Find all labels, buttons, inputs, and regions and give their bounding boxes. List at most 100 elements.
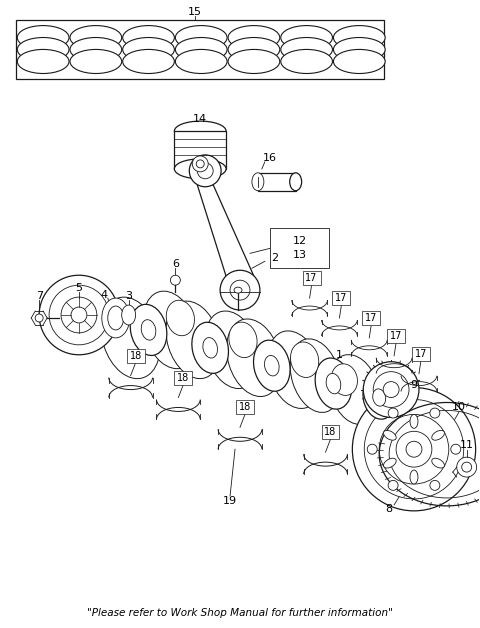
Circle shape [388,480,398,490]
Ellipse shape [70,38,122,62]
Text: 17: 17 [415,349,427,359]
Circle shape [230,280,250,300]
Text: 15: 15 [188,7,202,17]
Ellipse shape [334,26,385,50]
Ellipse shape [141,320,156,340]
Ellipse shape [17,26,69,50]
Ellipse shape [70,50,122,73]
Circle shape [373,372,409,408]
Ellipse shape [234,287,242,293]
Circle shape [396,431,432,467]
Ellipse shape [281,38,333,62]
Ellipse shape [253,340,290,391]
Ellipse shape [123,26,174,50]
Ellipse shape [108,306,124,330]
Circle shape [197,163,213,179]
Ellipse shape [372,389,385,406]
Circle shape [192,156,208,172]
Ellipse shape [432,430,444,440]
Circle shape [367,444,377,454]
Ellipse shape [384,430,396,440]
Ellipse shape [228,50,280,73]
Ellipse shape [101,297,160,379]
Ellipse shape [17,38,69,62]
Text: 13: 13 [293,251,307,261]
Ellipse shape [267,331,322,408]
Ellipse shape [229,322,257,357]
Ellipse shape [290,173,301,191]
Ellipse shape [17,50,69,73]
Text: 17: 17 [335,293,348,303]
Text: 1: 1 [336,350,343,360]
Circle shape [220,270,260,310]
Ellipse shape [175,26,227,50]
Circle shape [170,275,180,285]
Bar [270,229,329,268]
Bar [236,401,254,414]
Text: 17: 17 [305,273,318,283]
Text: 12: 12 [293,236,307,246]
Circle shape [457,457,477,477]
Ellipse shape [166,300,194,336]
Circle shape [462,462,472,472]
Ellipse shape [228,26,280,50]
Bar [333,291,350,305]
Ellipse shape [228,38,280,62]
Ellipse shape [290,339,341,413]
Text: 2: 2 [271,253,278,263]
Ellipse shape [122,305,136,325]
Bar [174,371,192,384]
Ellipse shape [315,358,352,409]
Text: 5: 5 [75,283,83,293]
Circle shape [363,362,419,418]
Circle shape [388,408,398,418]
Polygon shape [197,185,254,276]
Text: 17: 17 [390,331,402,341]
Text: 7: 7 [36,291,43,301]
Ellipse shape [205,311,259,389]
Ellipse shape [174,121,226,141]
Circle shape [61,297,97,333]
Ellipse shape [334,38,385,62]
Ellipse shape [281,50,333,73]
Circle shape [430,480,440,490]
Text: 18: 18 [177,372,190,382]
Ellipse shape [123,38,174,62]
Circle shape [430,408,440,418]
Text: 11: 11 [460,440,474,450]
Text: 16: 16 [263,153,277,163]
Text: 19: 19 [223,496,237,506]
Text: "Please refer to Work Shop Manual for further information": "Please refer to Work Shop Manual for fu… [87,609,393,618]
Bar [302,271,321,285]
Text: 6: 6 [172,259,179,269]
Bar [387,329,405,343]
Circle shape [189,155,221,187]
Ellipse shape [143,291,198,369]
Text: 3: 3 [125,291,132,301]
Ellipse shape [227,319,281,396]
Text: 18: 18 [130,351,142,360]
Text: 10: 10 [452,403,466,413]
Ellipse shape [175,38,227,62]
Text: 9: 9 [410,379,418,389]
Ellipse shape [175,50,227,73]
Ellipse shape [334,50,385,73]
Ellipse shape [363,376,396,419]
Circle shape [196,160,204,168]
Ellipse shape [281,26,333,50]
Circle shape [39,275,119,355]
Circle shape [49,285,109,345]
Ellipse shape [432,458,444,468]
Ellipse shape [410,414,418,428]
Ellipse shape [192,322,228,374]
Ellipse shape [264,355,279,376]
Ellipse shape [166,301,221,379]
Ellipse shape [203,338,217,358]
Circle shape [352,387,476,511]
Circle shape [35,314,43,322]
Circle shape [406,441,422,457]
Ellipse shape [252,173,264,191]
Ellipse shape [130,305,167,355]
Text: 17: 17 [365,313,377,323]
Ellipse shape [70,26,122,50]
